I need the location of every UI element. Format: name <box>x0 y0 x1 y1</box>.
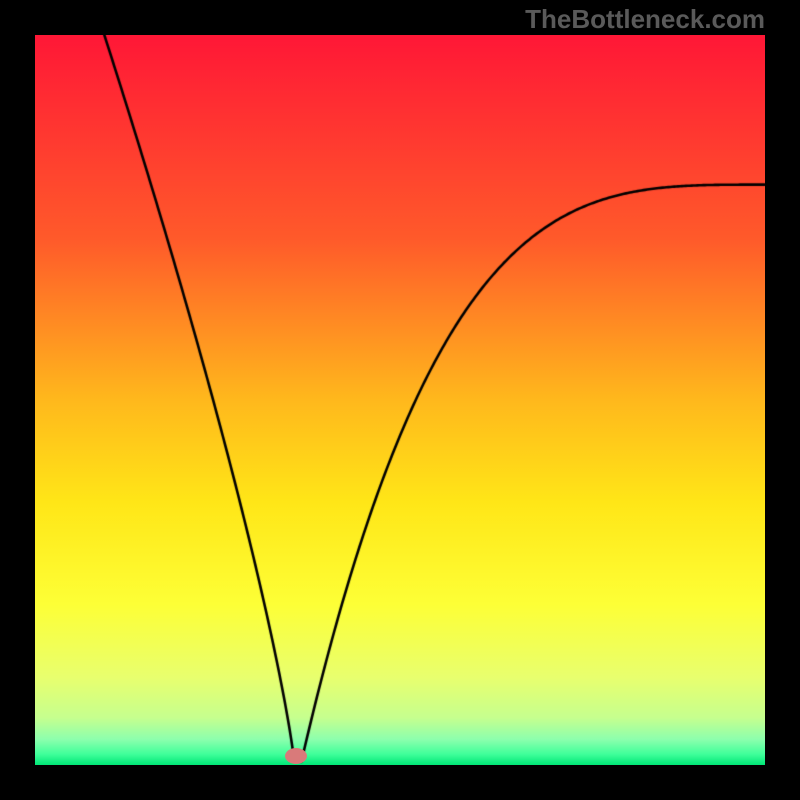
chart-frame: TheBottleneck.com <box>0 0 800 800</box>
curve-canvas <box>0 0 800 800</box>
vertex-marker <box>285 748 307 764</box>
watermark-text: TheBottleneck.com <box>525 4 765 35</box>
